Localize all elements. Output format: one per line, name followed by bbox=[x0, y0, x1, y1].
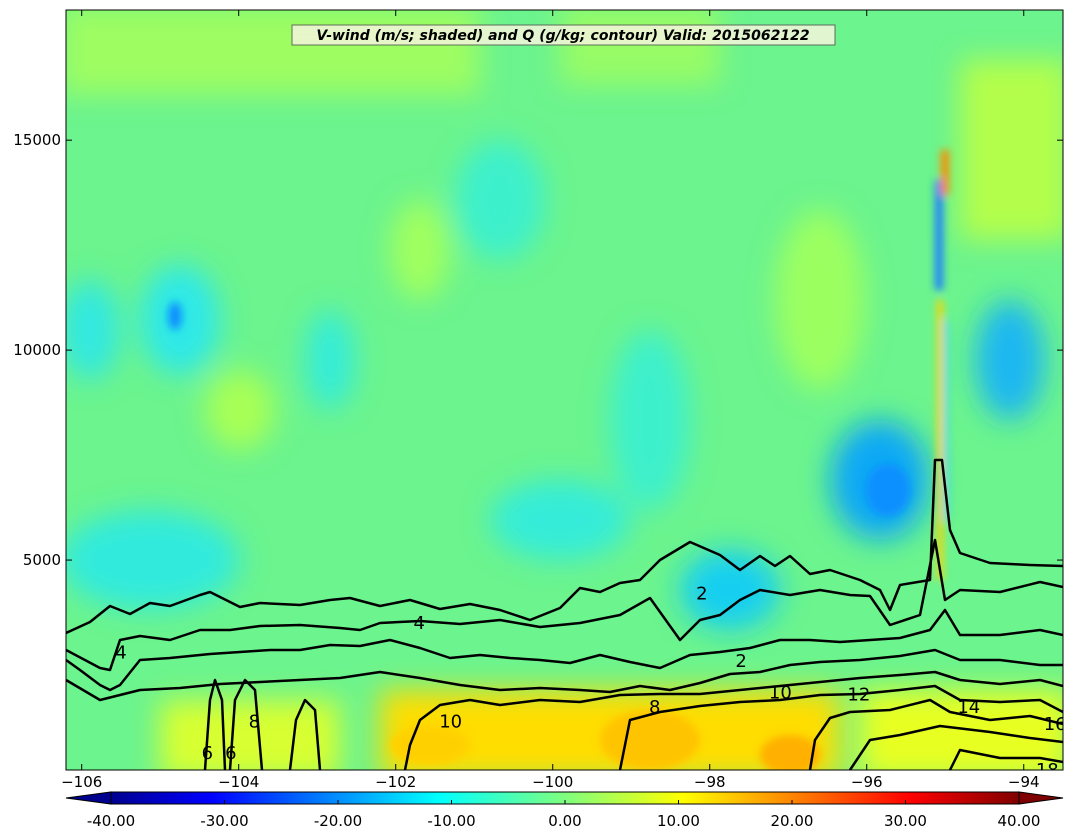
contour-label: 4 bbox=[115, 642, 126, 663]
title-box: V-wind (m/s; shaded) and Q (g/kg; contou… bbox=[291, 24, 836, 46]
colorbar-tick-label: -30.00 bbox=[200, 812, 248, 830]
contour-label: 8 bbox=[649, 697, 660, 718]
y-tick-label: 5000 bbox=[23, 551, 61, 569]
x-tick-label: −98 bbox=[694, 773, 726, 791]
x-tick-label: −104 bbox=[218, 773, 259, 791]
q-contours bbox=[66, 458, 1063, 770]
contour-q8-west2 bbox=[288, 698, 322, 770]
colorbar-tick-label: -10.00 bbox=[427, 812, 475, 830]
contour-label: 14 bbox=[957, 697, 980, 718]
contour-label: 6 bbox=[202, 743, 213, 764]
contour-label: 18 bbox=[1036, 760, 1059, 781]
x-tick-label: −102 bbox=[375, 773, 416, 791]
x-tick-label: −106 bbox=[61, 773, 102, 791]
contour-q10 bbox=[403, 670, 1063, 770]
shade-detail bbox=[168, 150, 949, 770]
colorbar-tick-label: 40.00 bbox=[998, 812, 1041, 830]
colorbar: -40.00 -30.00 -20.00 -10.00 0.00 10.00 20.00 30… bbox=[65, 791, 1064, 830]
x-tick-label: −94 bbox=[1008, 773, 1040, 791]
colorbar-tick-label: 30.00 bbox=[884, 812, 927, 830]
x-tick-label: −96 bbox=[851, 773, 883, 791]
contour-q2 bbox=[66, 458, 1063, 635]
contour-label: 12 bbox=[847, 684, 870, 705]
y-tick-label: 10000 bbox=[13, 341, 61, 359]
contour-label: 2 bbox=[696, 584, 707, 605]
contour-q6 bbox=[66, 608, 1063, 692]
contour-q14 bbox=[808, 698, 1063, 770]
contour-q8-west bbox=[228, 678, 264, 770]
chart-title: V-wind (m/s; shaded) and Q (g/kg; contou… bbox=[316, 28, 809, 44]
y-tick-label: 15000 bbox=[13, 131, 61, 149]
x-axis: −106 −104 −102 −100 −98 −96 −94 bbox=[61, 10, 1040, 791]
contour-q12 bbox=[618, 684, 1063, 770]
colorbar-tick-label: 10.00 bbox=[657, 812, 700, 830]
title-background bbox=[291, 24, 836, 46]
colorbar-tick-label: 0.00 bbox=[548, 812, 581, 830]
contour-label: 8 bbox=[249, 712, 260, 733]
colorbar-extend-min bbox=[65, 791, 112, 805]
contour-q4 bbox=[66, 538, 1063, 672]
y-axis: 5000 10000 15000 bbox=[13, 131, 1063, 569]
colorbar-tick-label: -40.00 bbox=[87, 812, 135, 830]
x-tick-label: −100 bbox=[532, 773, 573, 791]
colorbar-tick-label: -20.00 bbox=[314, 812, 362, 830]
contour-label: 10 bbox=[769, 682, 792, 703]
contour-label: 16 bbox=[1044, 714, 1067, 735]
contour-q16 bbox=[848, 724, 1063, 770]
contour-q18 bbox=[948, 748, 1063, 770]
contour-label: 2 bbox=[735, 651, 746, 672]
colorbar-tick-label: 20.00 bbox=[771, 812, 814, 830]
contour-label: 10 bbox=[439, 712, 462, 733]
contour-label: 6 bbox=[225, 743, 236, 764]
plot-frame bbox=[65, 9, 1064, 771]
contour-label: 4 bbox=[414, 613, 425, 634]
colorbar-ticks: -40.00 -30.00 -20.00 -10.00 0.00 10.00 20.00 30… bbox=[87, 800, 1041, 830]
shade-field bbox=[66, 10, 1063, 770]
contour-q6-west bbox=[203, 678, 227, 770]
colorbar-extend-max bbox=[1018, 791, 1064, 805]
